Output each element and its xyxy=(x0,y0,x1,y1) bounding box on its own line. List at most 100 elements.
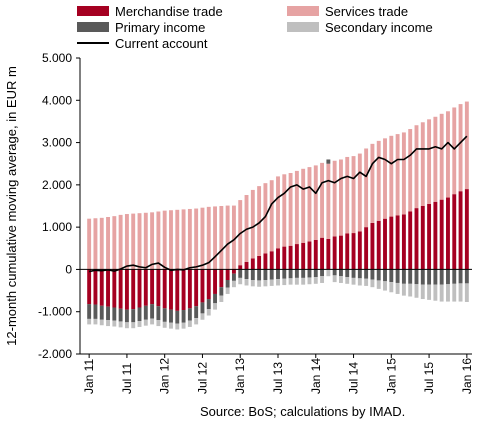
bar-merchandise xyxy=(320,237,325,270)
x-tick-label: Jan 15 xyxy=(384,358,398,394)
bar-merchandise xyxy=(213,269,217,294)
bar-secondary xyxy=(427,284,432,300)
bar-services xyxy=(99,217,104,270)
bar-primary xyxy=(269,269,274,280)
bar-merchandise xyxy=(250,258,255,270)
bar-primary xyxy=(458,269,463,284)
bar-secondary xyxy=(401,283,406,296)
bar-primary xyxy=(137,307,142,322)
bar-secondary xyxy=(351,277,356,285)
bar-primary xyxy=(169,309,173,323)
bar-merchandise xyxy=(383,218,387,270)
bar-secondary xyxy=(93,318,98,325)
y-tick-label: 5.000 xyxy=(42,51,72,65)
bar-primary xyxy=(433,269,438,285)
bar-primary xyxy=(118,308,123,322)
bar-merchandise xyxy=(357,231,362,270)
bar-services xyxy=(175,209,180,270)
bar-services xyxy=(118,214,123,270)
bar-merchandise xyxy=(370,222,375,270)
bar-merchandise xyxy=(401,214,406,270)
x-tick-label: Jul 15 xyxy=(422,362,436,394)
bar-merchandise xyxy=(118,269,123,309)
legend-line-current-account xyxy=(77,42,109,44)
bar-secondary xyxy=(464,283,469,302)
bar-merchandise xyxy=(364,227,369,270)
bar-secondary xyxy=(156,320,161,327)
bar-primary xyxy=(124,309,129,323)
bar-merchandise xyxy=(452,194,457,270)
x-tick-label: Jul 11 xyxy=(120,363,134,394)
bar-secondary xyxy=(320,276,325,283)
bar-primary xyxy=(294,269,299,278)
bar-secondary xyxy=(376,280,381,289)
bar-services xyxy=(250,189,255,259)
bar-merchandise xyxy=(206,269,211,300)
bar-secondary xyxy=(257,280,262,287)
bar-merchandise xyxy=(408,211,413,270)
bar-primary xyxy=(464,269,469,284)
bar-secondary xyxy=(263,280,268,287)
bar-primary xyxy=(351,269,356,278)
bar-services xyxy=(131,213,136,270)
bar-merchandise xyxy=(87,269,92,305)
bar-services xyxy=(225,205,230,270)
source-note: Source: BoS; calculations by IMAD. xyxy=(200,404,406,419)
bar-primary xyxy=(93,304,98,319)
bar-services xyxy=(345,156,350,234)
y-axis: -2.000 -1.000 0 1.000 2.000 3.000 4.000 5.000 xyxy=(38,51,81,361)
bar-services xyxy=(169,210,173,270)
legend-swatch-secondary xyxy=(287,22,319,32)
bar-services xyxy=(206,206,211,270)
y-tick-label: 1.000 xyxy=(42,220,72,234)
bar-merchandise xyxy=(414,208,419,270)
bar-merchandise xyxy=(244,261,249,270)
bar-merchandise xyxy=(263,253,268,270)
bar-services xyxy=(187,208,192,270)
bar-secondary xyxy=(395,282,400,294)
bar-services xyxy=(301,168,306,243)
bar-services xyxy=(282,174,287,247)
bar-secondary xyxy=(106,320,110,327)
bar-merchandise xyxy=(231,269,236,274)
bar-services xyxy=(420,122,425,206)
bar-primary xyxy=(175,310,180,324)
y-tick-label: 2.000 xyxy=(42,178,72,192)
bar-services xyxy=(364,148,369,228)
bar-secondary xyxy=(206,309,211,316)
x-tick-label: Jan 13 xyxy=(233,358,247,394)
x-tick-label: Jan 16 xyxy=(460,358,474,394)
bar-merchandise xyxy=(433,201,438,270)
bar-primary xyxy=(370,269,375,280)
bar-services xyxy=(332,160,337,237)
bar-services xyxy=(446,111,450,198)
bar-secondary xyxy=(200,313,205,320)
bar-secondary xyxy=(301,277,306,285)
bar-services xyxy=(137,213,142,270)
legend-item-secondary: Secondary income xyxy=(287,19,433,35)
y-tick-label: 0 xyxy=(65,262,72,276)
bar-merchandise xyxy=(395,215,400,270)
bar-primary xyxy=(250,269,255,280)
bar-primary xyxy=(452,269,457,284)
bar-merchandise xyxy=(326,238,331,270)
bar-services xyxy=(181,209,186,270)
bar-primary xyxy=(339,269,343,277)
bar-secondary xyxy=(332,275,337,283)
bar-primary xyxy=(238,269,243,278)
y-tick-label: -1.000 xyxy=(38,305,72,319)
bar-merchandise xyxy=(131,269,136,310)
legend-label-secondary: Secondary income xyxy=(325,19,433,35)
bar-primary xyxy=(401,269,406,284)
bar-merchandise xyxy=(175,269,180,311)
bar-merchandise xyxy=(137,269,142,308)
bar-merchandise xyxy=(464,189,469,270)
bar-primary xyxy=(376,269,381,281)
bar-services xyxy=(351,156,356,234)
bar-secondary xyxy=(194,318,199,325)
bar-merchandise xyxy=(446,197,450,270)
bar-primary xyxy=(244,269,249,280)
bar-secondary xyxy=(458,283,463,302)
legend-label-primary: Primary income xyxy=(115,19,206,35)
bar-primary xyxy=(143,305,148,320)
